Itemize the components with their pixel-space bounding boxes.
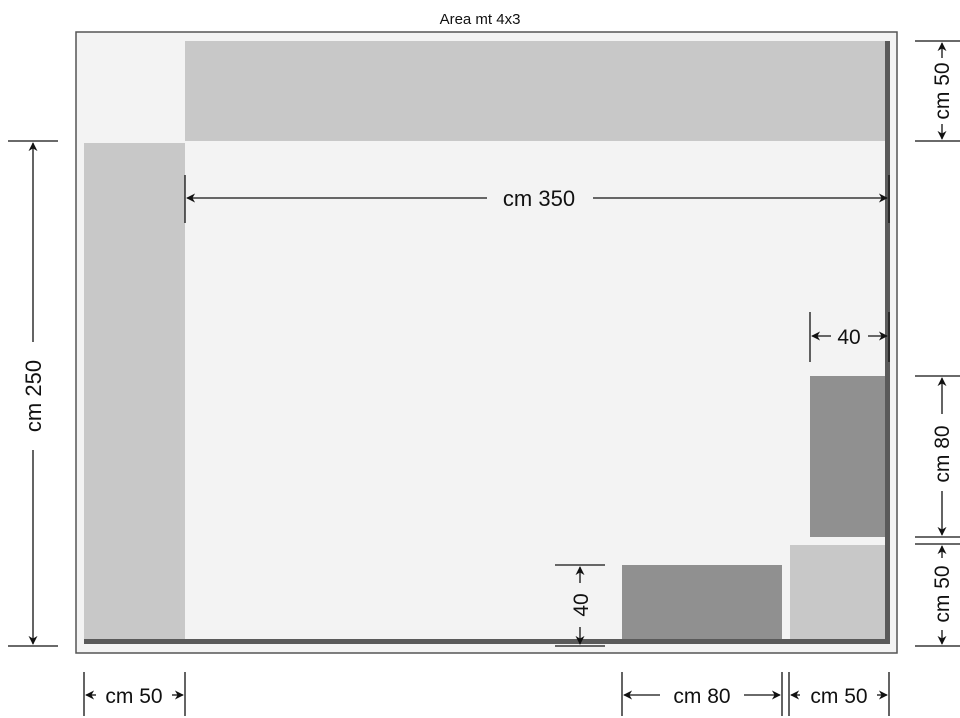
- bottom-right-label: cm 50: [810, 685, 867, 708]
- right-gap-dimension: 40: [809, 312, 890, 362]
- height-label: cm 250: [21, 360, 46, 432]
- right-bottom-dimension: cm 50: [915, 543, 960, 647]
- width-dimension: cm 350: [184, 175, 890, 223]
- bottom-dark-block: [622, 565, 782, 640]
- width-label: cm 350: [503, 186, 575, 211]
- bottom-left-label: cm 50: [105, 685, 162, 708]
- bottom-left-dimension: cm 50: [83, 672, 186, 716]
- bottom-middle-label: cm 80: [673, 685, 730, 708]
- right-gap-label: 40: [837, 326, 860, 349]
- bottom-middle-dimension: cm 80: [621, 672, 783, 716]
- right-dark-block: [810, 376, 885, 537]
- right-bottom-label: cm 50: [931, 565, 954, 622]
- right-top-dimension: cm 50: [915, 40, 960, 142]
- bottom-gap-label: 40: [570, 593, 593, 616]
- diagram-title: Area mt 4x3: [440, 11, 521, 28]
- left-light-block: [84, 143, 185, 640]
- top-light-block: [185, 41, 885, 141]
- right-middle-dimension: cm 80: [915, 375, 960, 538]
- right-top-label: cm 50: [931, 62, 954, 119]
- right-wall: [885, 41, 890, 644]
- bottom-right-light-block: [790, 545, 885, 640]
- bottom-right-dimension: cm 50: [788, 672, 890, 716]
- height-dimension: cm 250: [8, 140, 58, 647]
- right-middle-label: cm 80: [931, 425, 954, 482]
- bottom-wall: [84, 639, 890, 644]
- bottom-gap-dimension: 40: [555, 564, 605, 647]
